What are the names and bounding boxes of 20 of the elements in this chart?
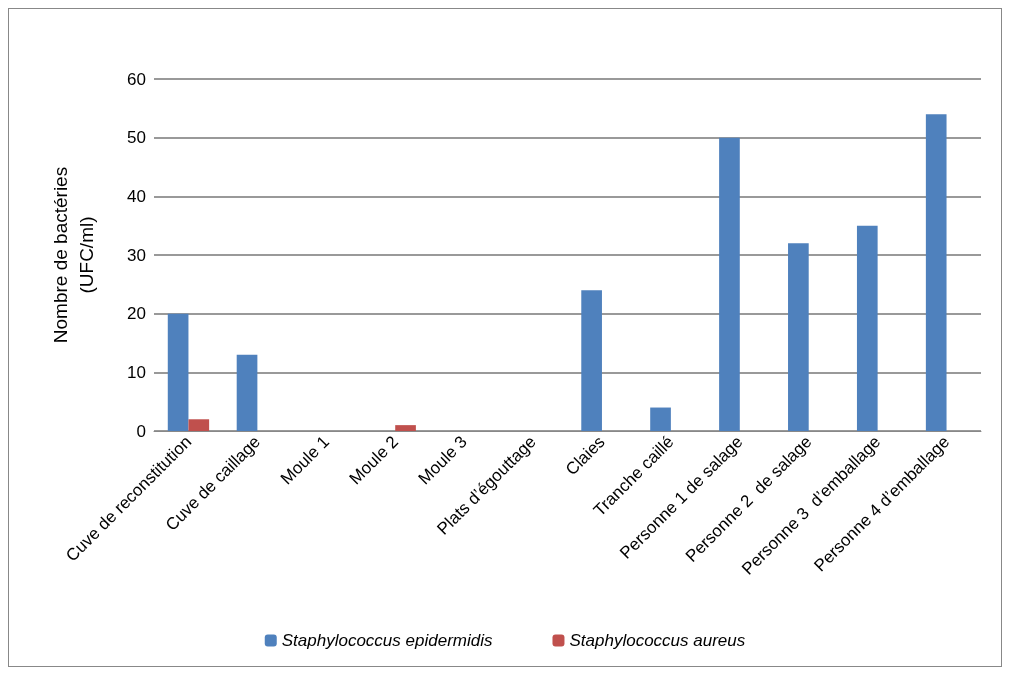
legend-label: Staphylococcus aureus [569, 631, 746, 650]
bar [788, 243, 809, 431]
bar [650, 407, 671, 431]
bar [581, 290, 602, 431]
bar [925, 114, 947, 431]
bar [167, 313, 189, 431]
y-tick-label: 20 [127, 304, 146, 324]
y-tick-label: 0 [136, 421, 146, 441]
y-tick-label: 30 [127, 245, 146, 265]
bar [188, 419, 210, 431]
y-axis-title: Nombre de bactéries (UFC/ml) [49, 166, 97, 344]
y-tick-label: 40 [127, 186, 146, 206]
bar [236, 354, 258, 431]
y-tick-label: 60 [127, 69, 146, 89]
bar [395, 425, 416, 431]
bar [856, 225, 878, 431]
y-tick-label: 50 [127, 128, 146, 148]
bar [719, 137, 740, 431]
y-tick-label: 10 [127, 362, 146, 382]
legend-label: Staphylococcus epidermidis [281, 631, 493, 650]
